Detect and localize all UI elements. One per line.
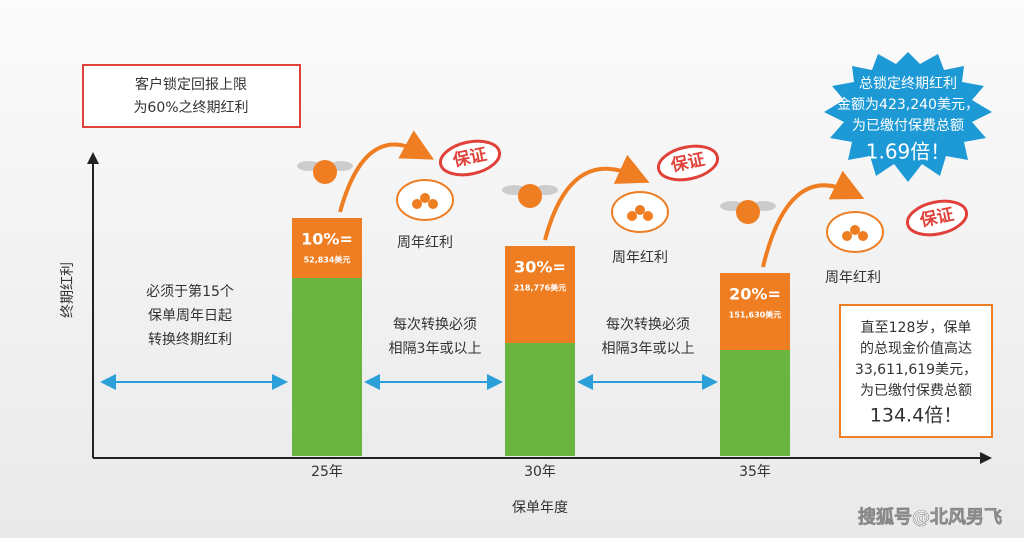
footnote: 1 (963, 70, 969, 80)
dividend: 周年红利 (612, 250, 668, 266)
bar-green (292, 278, 362, 456)
span-line: 相隔3年或以上 (602, 341, 695, 357)
starburst (824, 52, 992, 182)
stamp (905, 199, 969, 237)
y-axis-label: 终期红利 (60, 262, 76, 318)
percent: 30%= (514, 258, 566, 277)
final-line: 直至128岁，保单 (861, 319, 972, 336)
bar-orange (505, 246, 575, 343)
bar-green (720, 350, 790, 456)
starburst-line: 总锁定终期红利 (859, 76, 957, 92)
piggy-coin (842, 231, 852, 241)
stamp (438, 139, 502, 177)
year: 30年 (524, 464, 556, 480)
final-line: 134.4倍！ (870, 405, 962, 427)
note-line: 客户锁定回报上限 (135, 76, 247, 93)
year: 35年 (739, 464, 771, 480)
span-line: 每次转换必须 (393, 316, 477, 333)
x-arrow (980, 452, 992, 464)
percent: 10%= (301, 230, 353, 249)
piggy-coin (412, 199, 422, 209)
span-line: 保单周年日起 (148, 308, 232, 324)
span-line: 转换终期红利 (148, 331, 232, 348)
span-line: 每次转换必须 (606, 316, 690, 333)
piggy-coin (635, 205, 645, 215)
starburst-line: 为已缴付保费总额 (852, 118, 964, 134)
x-axis-label: 保单年度 (512, 500, 568, 516)
dividend: 周年红利 (825, 270, 881, 286)
bar-orange (292, 218, 362, 278)
span-line: 必须于第15个 (146, 283, 234, 300)
watermark: 搜狐号@北风男飞 (858, 506, 1002, 528)
note-box (82, 64, 301, 128)
final-line: 为已缴付保费总额 (860, 383, 972, 399)
starburst-line: 金额为423,240美元， (837, 97, 979, 113)
piggy-coin (428, 199, 438, 209)
percent: 20%= (729, 285, 781, 304)
amount: 52,834美元 (304, 255, 351, 265)
piggy-coin (627, 211, 637, 221)
dividend: 周年红利 (397, 235, 453, 251)
coin (313, 160, 337, 184)
bar-green (505, 343, 575, 456)
y-arrow (87, 152, 99, 164)
curve-arrow (543, 154, 650, 241)
piggy-coin (850, 225, 860, 235)
bar-orange (720, 273, 790, 350)
amount: 218,776美元 (514, 283, 566, 293)
starburst-line: 1.69倍！ (866, 140, 951, 164)
span-line: 相隔3年或以上 (389, 341, 482, 357)
final-line: 的总现金价值高达 (860, 340, 972, 357)
final-line: 33,611,619美元， (855, 362, 977, 378)
stamp (656, 144, 720, 182)
piggy-coin (858, 231, 868, 241)
curve-arrow (338, 130, 435, 213)
coin (736, 200, 760, 224)
amount: 151,630美元 (729, 310, 781, 320)
piggy-coin (420, 193, 430, 203)
curve-arrow (761, 170, 865, 268)
piggy-coin (643, 211, 653, 221)
final-box (839, 304, 993, 438)
coin (518, 184, 542, 208)
year: 25年 (311, 464, 343, 480)
note-line: 为60%之终期红利 (133, 100, 248, 116)
